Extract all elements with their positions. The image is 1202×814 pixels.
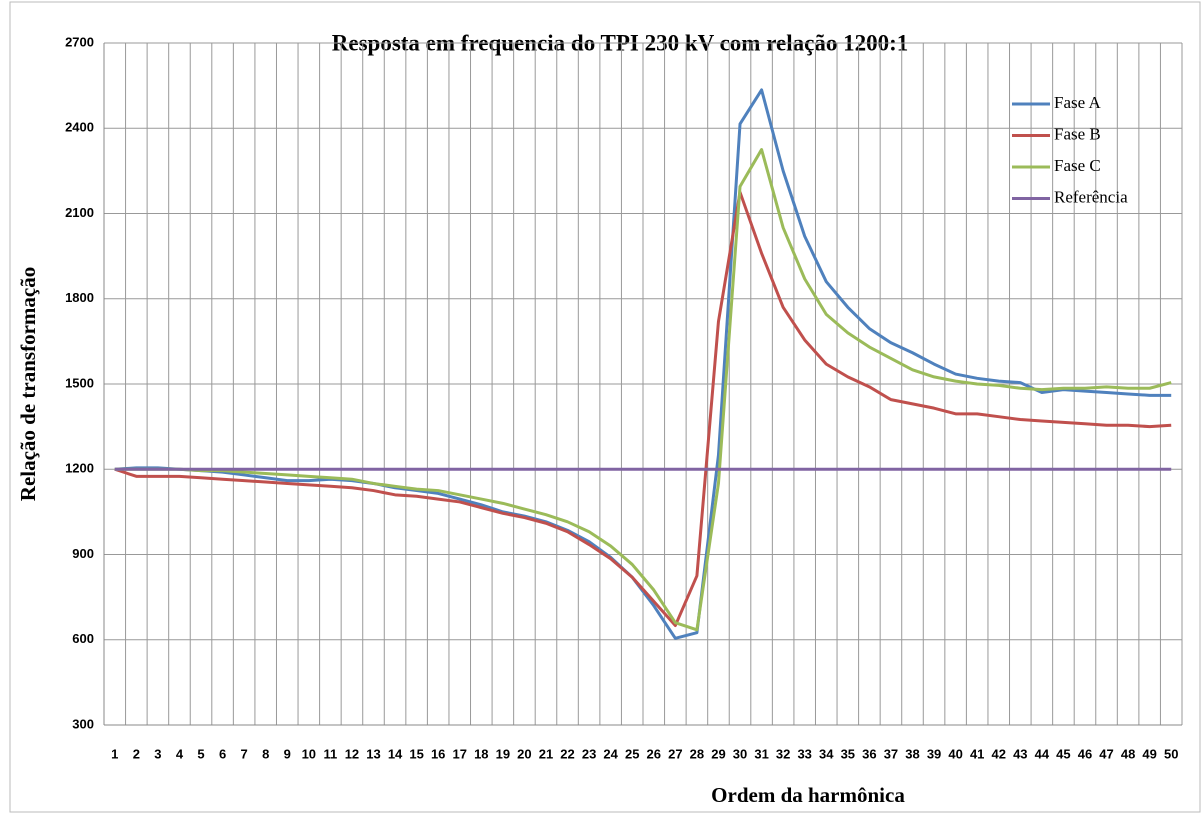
x-tick-label: 43: [1013, 746, 1027, 761]
x-tick-label: 3: [154, 746, 161, 761]
x-tick-label: 29: [711, 746, 725, 761]
x-tick-label: 30: [733, 746, 747, 761]
series-line: [114, 190, 1172, 628]
y-tick-label: 900: [72, 546, 94, 561]
y-tick-label: 1800: [65, 290, 94, 305]
legend-label: Fase C: [1054, 156, 1101, 175]
x-tick-label: 12: [345, 746, 359, 761]
x-tick-label: 34: [819, 746, 834, 761]
y-tick-label: 2100: [65, 205, 94, 220]
x-tick-label: 17: [453, 746, 467, 761]
legend-label: Referência: [1054, 187, 1128, 206]
x-tick-label: 2: [133, 746, 140, 761]
x-tick-label: 33: [797, 746, 811, 761]
x-tick-label: 13: [366, 746, 380, 761]
x-tick-label: 16: [431, 746, 445, 761]
x-tick-label: 44: [1035, 746, 1050, 761]
x-tick-label: 19: [496, 746, 510, 761]
x-tick-label: 50: [1164, 746, 1178, 761]
y-tick-label: 600: [72, 631, 94, 646]
x-tick-label: 15: [409, 746, 423, 761]
x-tick-label: 22: [560, 746, 574, 761]
x-tick-label: 24: [603, 746, 618, 761]
x-tick-label: 5: [197, 746, 204, 761]
x-tick-label: 31: [754, 746, 768, 761]
y-tick-label: 1500: [65, 375, 94, 390]
x-tick-label: 45: [1056, 746, 1070, 761]
x-tick-label: 28: [690, 746, 704, 761]
x-tick-label: 49: [1142, 746, 1156, 761]
y-tick-label: 2700: [65, 34, 94, 49]
x-tick-label: 40: [948, 746, 962, 761]
x-tick-label: 25: [625, 746, 639, 761]
x-tick-label: 37: [884, 746, 898, 761]
y-tick-label: 2400: [65, 120, 94, 135]
x-tick-label: 48: [1121, 746, 1135, 761]
x-tick-label: 46: [1078, 746, 1092, 761]
x-tick-label: 11: [324, 746, 338, 761]
x-tick-label: 20: [517, 746, 531, 761]
x-tick-label: 47: [1099, 746, 1113, 761]
x-tick-label: 9: [284, 746, 291, 761]
x-tick-label: 41: [970, 746, 984, 761]
x-tick-label: 38: [905, 746, 919, 761]
x-tick-label: 23: [582, 746, 596, 761]
y-axis-title: Relação de transformação: [16, 267, 40, 501]
x-tick-label: 35: [841, 746, 855, 761]
x-tick-label: 21: [539, 746, 553, 761]
x-tick-label: 26: [647, 746, 661, 761]
x-tick-label: 32: [776, 746, 790, 761]
y-tick-label: 300: [72, 716, 94, 731]
x-axis-title: Ordem da harmônica: [711, 783, 905, 807]
x-tick-label: 7: [241, 746, 248, 761]
x-tick-label: 14: [388, 746, 403, 761]
x-tick-label: 1: [111, 746, 118, 761]
x-tick-label: 4: [176, 746, 184, 761]
x-tick-label: 18: [474, 746, 488, 761]
legend-label: Fase A: [1054, 93, 1101, 112]
x-tick-label: 8: [262, 746, 269, 761]
x-tick-label: 6: [219, 746, 226, 761]
chart-border: [9, 1, 1201, 813]
x-tick-label: 10: [302, 746, 316, 761]
series-line: [114, 148, 1172, 632]
x-tick-label: 36: [862, 746, 876, 761]
y-tick-label: 1200: [65, 461, 94, 476]
legend-label: Fase B: [1054, 124, 1101, 143]
x-tick-label: 39: [927, 746, 941, 761]
x-tick-label: 42: [992, 746, 1006, 761]
x-tick-label: 27: [668, 746, 682, 761]
